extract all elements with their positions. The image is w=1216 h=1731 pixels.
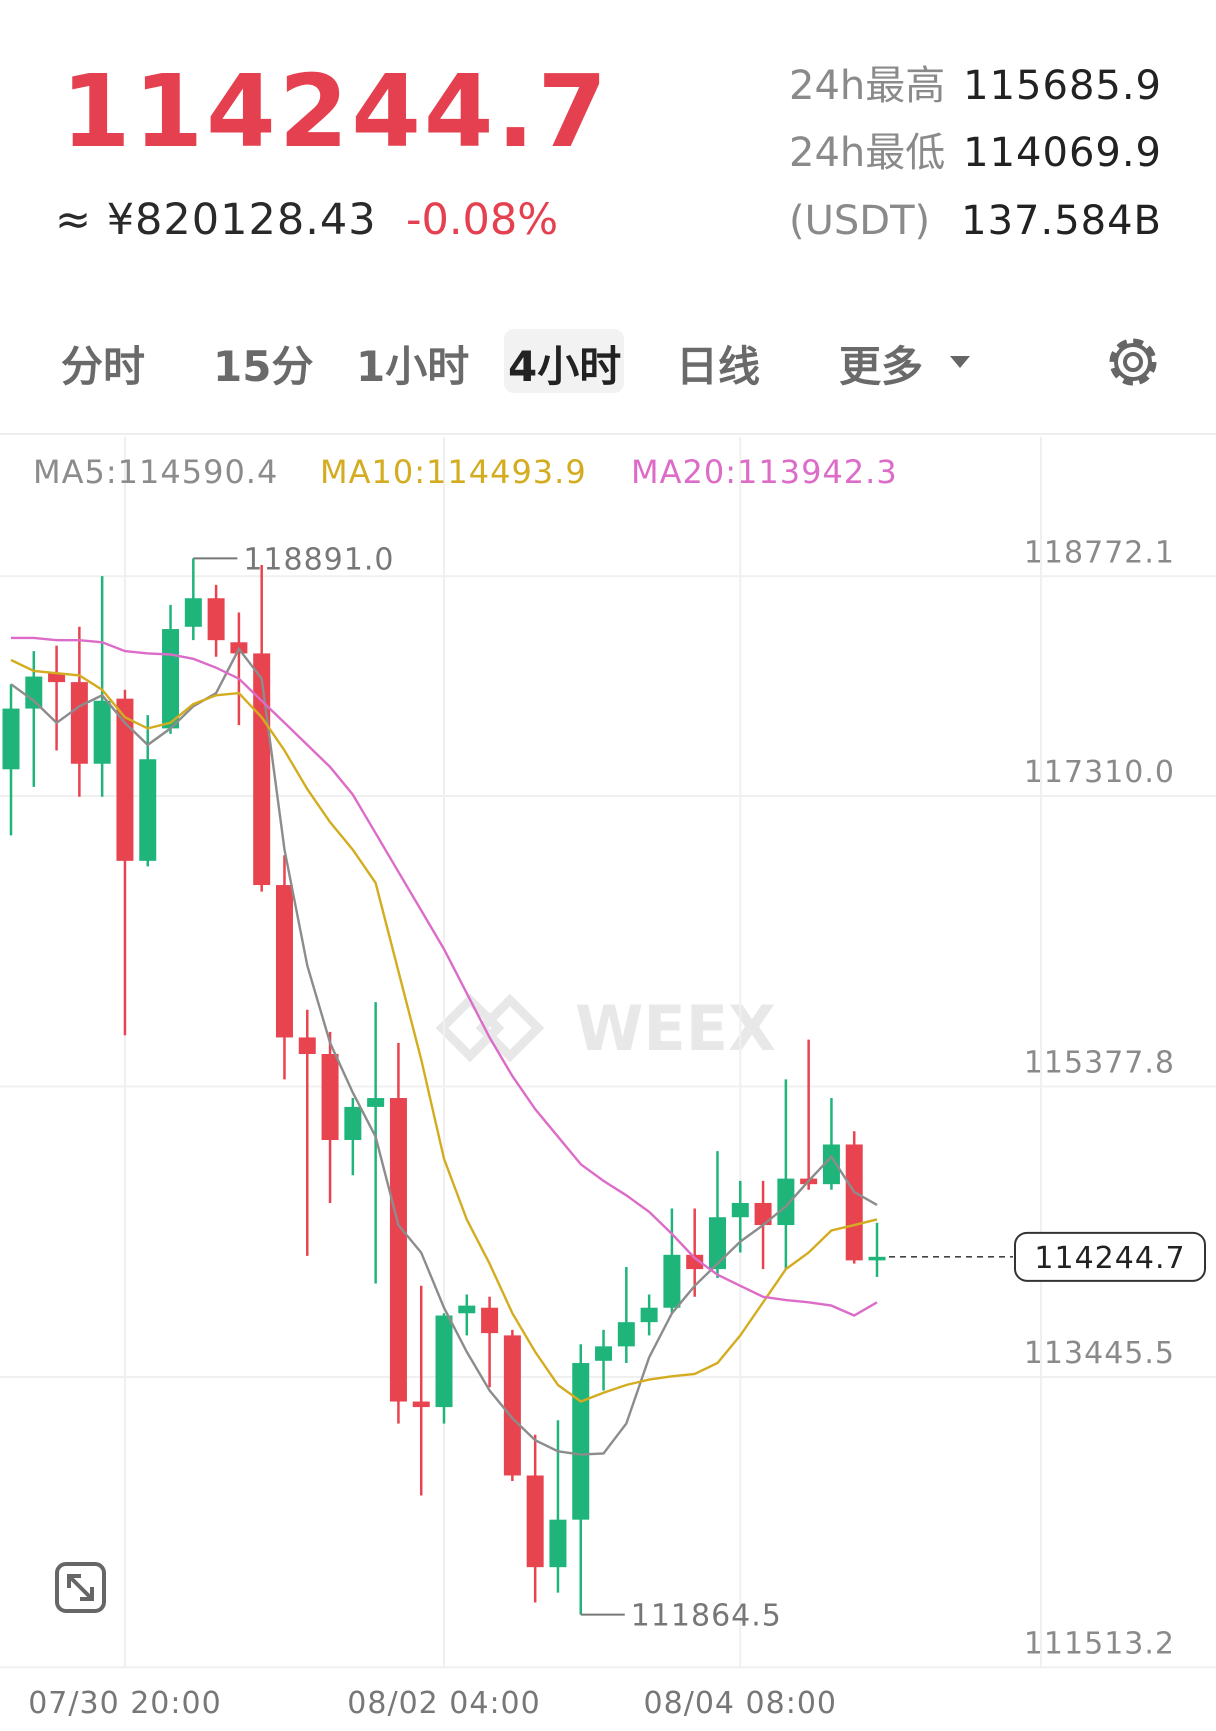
change-percent: -0.08% [406, 195, 558, 245]
legend-entry: MA5:114590.4 [33, 453, 278, 491]
x-tick-label: 08/02 04:00 [347, 1686, 540, 1721]
candle-body [162, 629, 180, 729]
candle-body [48, 673, 66, 683]
candle-body [298, 1037, 316, 1054]
tab[interactable]: 15分 [213, 342, 313, 391]
candle-body [344, 1106, 362, 1140]
candle-body [822, 1144, 840, 1185]
dropdown-arrow [950, 356, 970, 368]
tab[interactable]: 更多 [839, 342, 923, 391]
candle-body [93, 700, 111, 764]
stat-value: 114069.9 [963, 130, 1162, 176]
candle-body [640, 1307, 658, 1323]
candle-body [663, 1254, 681, 1308]
candle-body [845, 1144, 863, 1261]
candle-body [503, 1335, 521, 1476]
candle-body [412, 1401, 430, 1408]
ma-line [10, 658, 878, 1403]
price-tag-label: 114244.7 [1034, 1241, 1185, 1276]
cny-price: ≈ ¥820128.43 [55, 195, 377, 245]
candle-body [458, 1305, 476, 1314]
stat-value: 115685.9 [963, 63, 1162, 109]
x-tick-label: 08/04 08:00 [644, 1686, 837, 1721]
candle-body [25, 676, 43, 709]
candle-body [754, 1202, 772, 1226]
stat-label: 24h最高 [789, 63, 945, 109]
last-price: 114244.7 [61, 53, 610, 170]
candle-body [595, 1346, 613, 1361]
candle-body [389, 1098, 407, 1402]
candle-body [572, 1363, 590, 1520]
price-tag [1014, 1231, 1206, 1282]
tab-highlight [504, 329, 624, 393]
legend-entry: MA10:114493.9 [320, 453, 587, 491]
candlestick-chart: 118772.1 117310.0 115377.8 113445.5 111513.2… [0, 436, 1216, 1721]
y-tick-label: 117310.0 [1024, 755, 1175, 790]
timeframe-tabs: 分时 15分 1小时 4小时 日线 更多 [61, 329, 923, 393]
watermark-text: WEEX [575, 992, 776, 1065]
candle-body [435, 1315, 453, 1408]
watermark: WEEX [435, 992, 776, 1065]
candle-body [731, 1202, 749, 1218]
extreme-label: 111864.5 [631, 1599, 782, 1634]
settings-icon[interactable] [1109, 338, 1157, 386]
candle-body [868, 1256, 886, 1261]
candle-body [617, 1322, 635, 1347]
ma-line [11, 636, 878, 1317]
expand-icon[interactable] [55, 1562, 106, 1613]
candle-body [207, 598, 225, 641]
y-tick-label: 115377.8 [1024, 1045, 1175, 1080]
tab[interactable]: 1小时 [356, 342, 469, 391]
x-tick-label: 07/30 20:00 [28, 1686, 221, 1721]
legend-entry: MA20:113942.3 [631, 453, 898, 491]
tab[interactable]: 日线 [676, 342, 760, 391]
candle-body [549, 1519, 567, 1568]
stat-label: (USDT) [789, 198, 930, 244]
candle-body [70, 682, 88, 764]
stat-label: 24h最低 [789, 130, 945, 176]
stat-value: 137.584B [961, 198, 1162, 244]
candle-body [686, 1254, 704, 1270]
candle-body [481, 1307, 499, 1334]
candle-body [253, 653, 271, 886]
tab[interactable]: 4小时 [508, 342, 621, 391]
ma-line [10, 646, 878, 1456]
candle-body [367, 1098, 385, 1107]
candle-body [184, 598, 202, 627]
y-tick-label: 113445.5 [1024, 1336, 1175, 1371]
candle-body [275, 885, 293, 1038]
candle-body [708, 1217, 726, 1270]
candle-body [321, 1053, 339, 1140]
candle-body [139, 759, 157, 861]
tab[interactable]: 分时 [61, 342, 145, 391]
candle-body [526, 1475, 544, 1568]
candle-body [777, 1178, 795, 1226]
extreme-label: 118891.0 [243, 542, 394, 577]
candle-body [116, 698, 134, 861]
y-tick-label: 118772.1 [1024, 535, 1175, 570]
candle-body [2, 708, 20, 770]
y-tick-label: 111513.2 [1024, 1626, 1175, 1661]
